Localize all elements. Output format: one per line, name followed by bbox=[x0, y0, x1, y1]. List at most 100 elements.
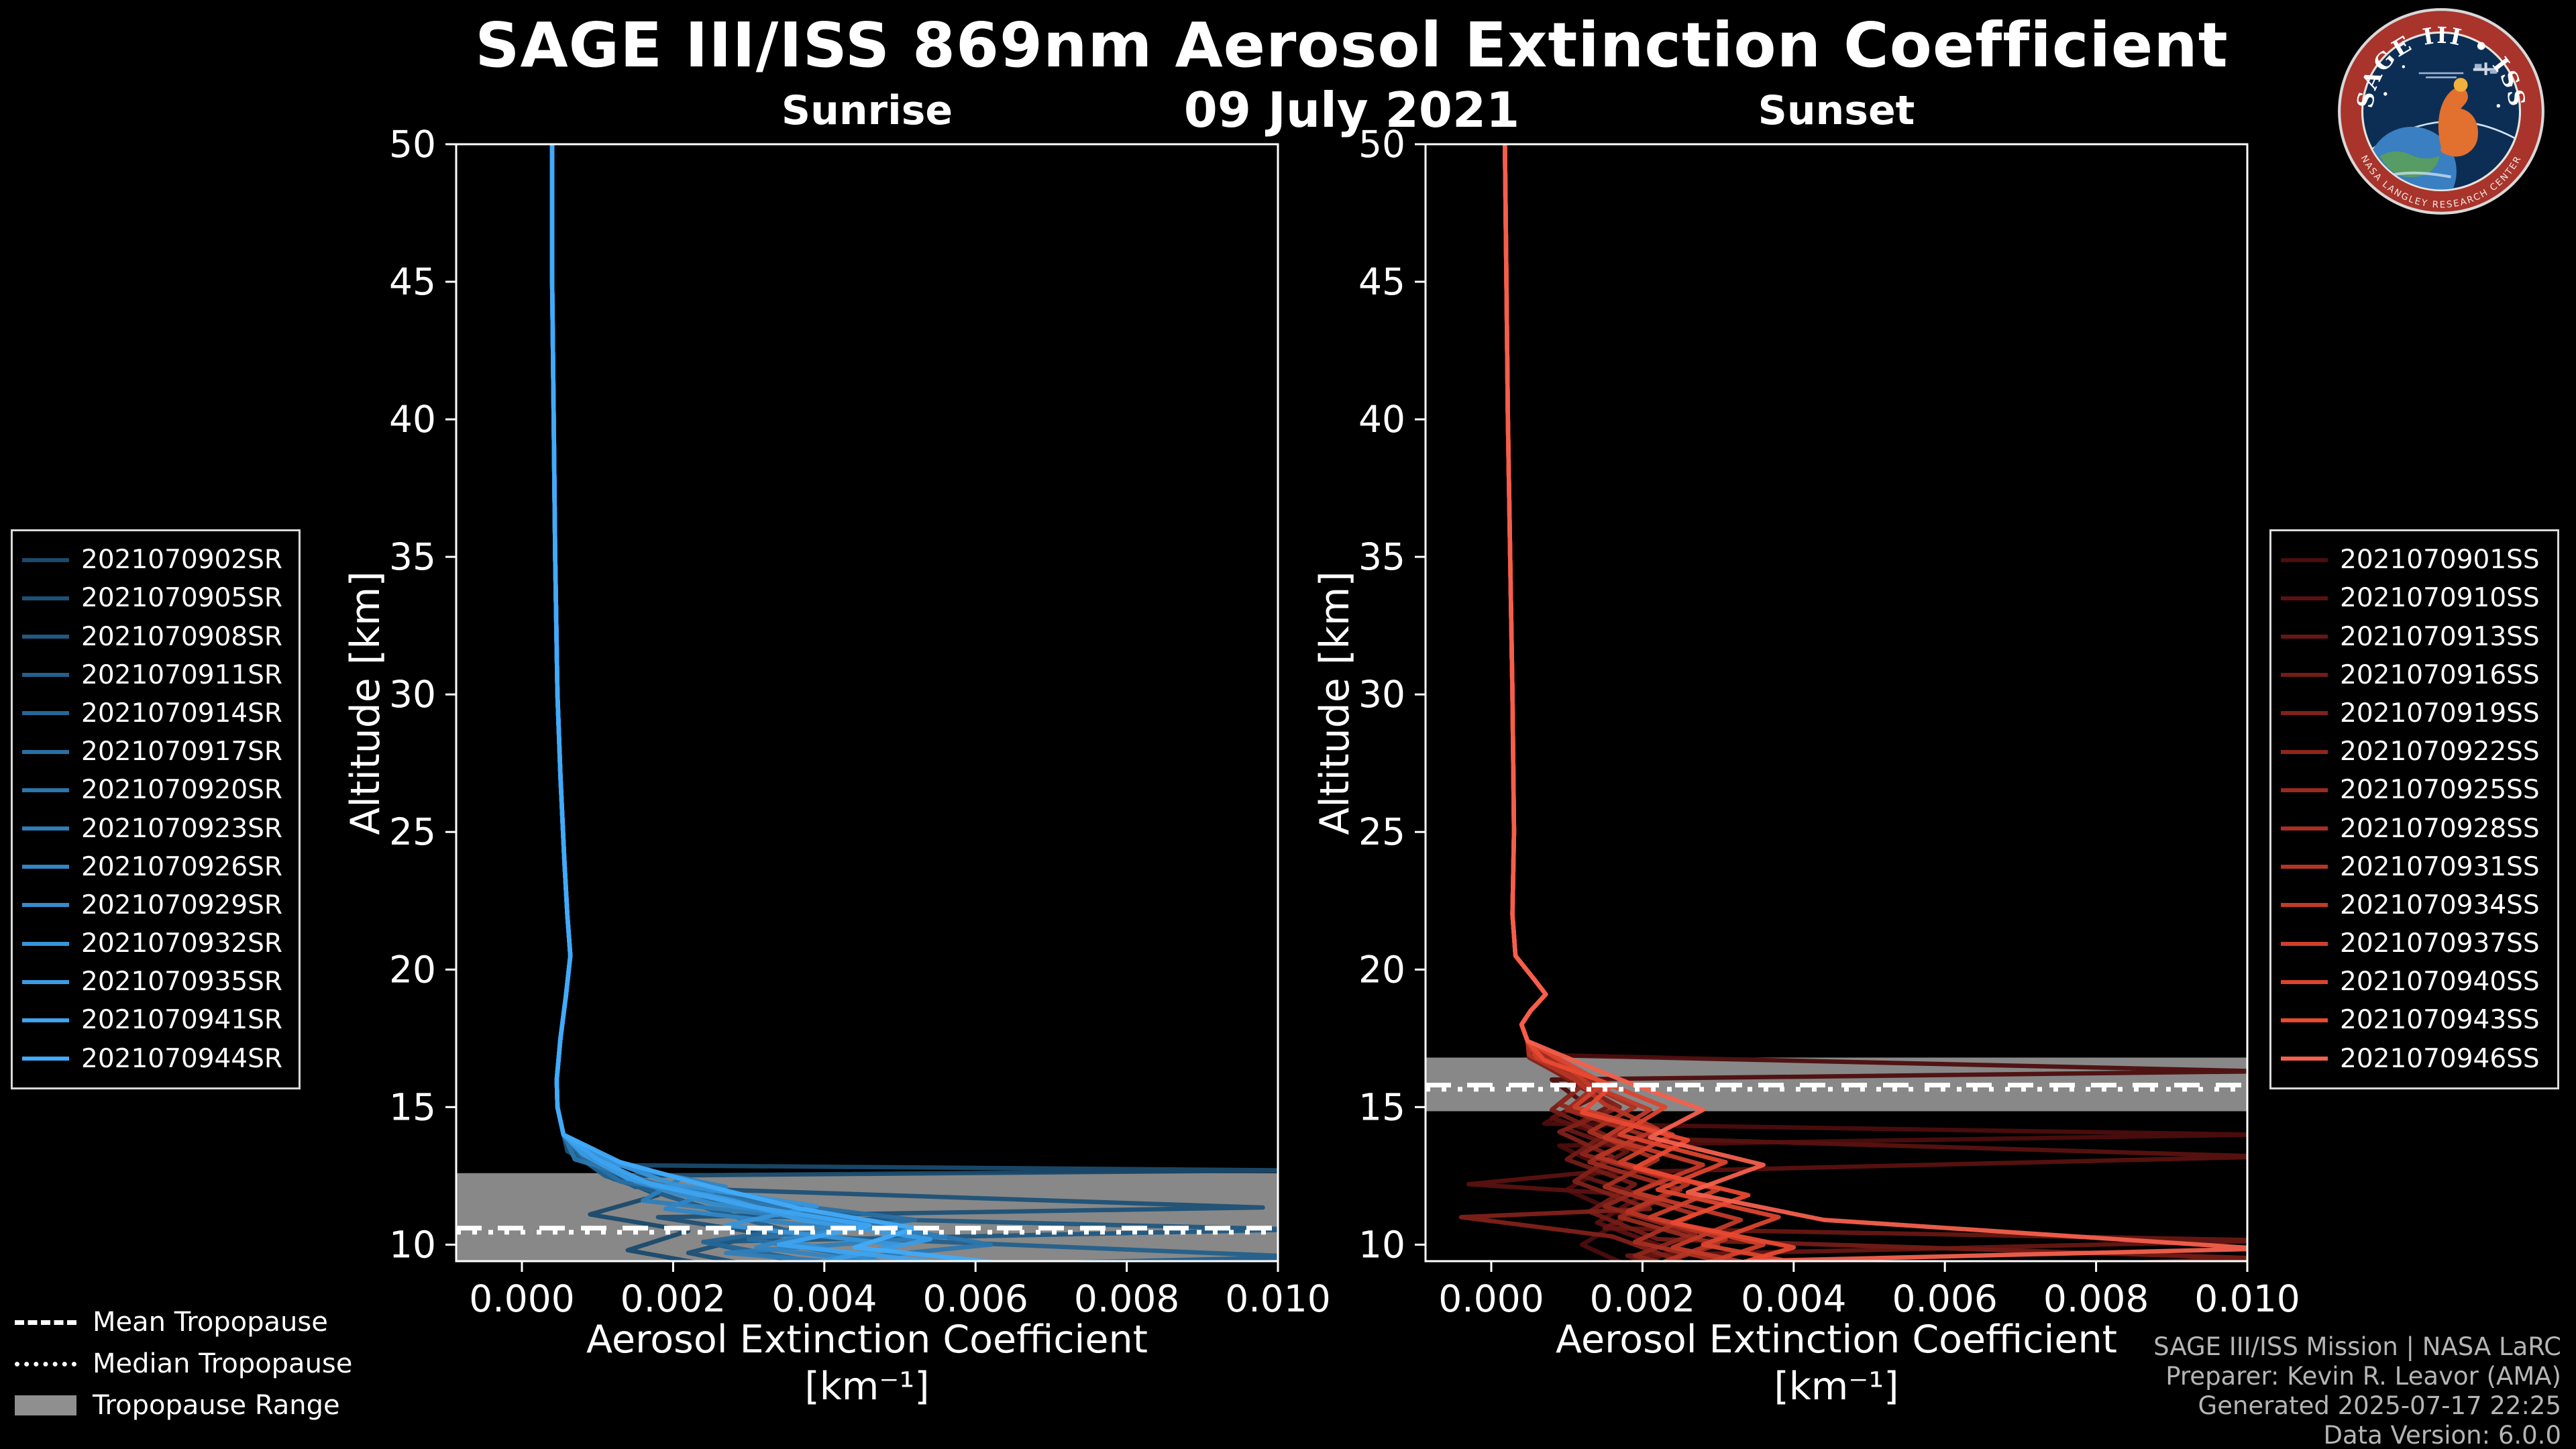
legend-label: 2021070926SR bbox=[81, 851, 282, 882]
logo-microtext-line bbox=[2418, 72, 2464, 74]
legend-swatch bbox=[2281, 673, 2328, 678]
y-tick-label: 10 bbox=[1358, 1223, 1405, 1266]
legend-swatch bbox=[22, 979, 69, 984]
x-tick-label: 0.006 bbox=[1892, 1277, 1997, 1320]
legend-label: 2021070925SS bbox=[2340, 775, 2540, 806]
legend-label: 2021070917SR bbox=[81, 737, 282, 767]
legend-item: 2021070917SR bbox=[22, 737, 289, 767]
legend-item: 2021070914SR bbox=[22, 698, 289, 729]
sunrise-x-axis-label: Aerosol Extinction Coefficient [km⁻¹] bbox=[456, 1316, 1278, 1410]
legend-swatch bbox=[22, 903, 69, 908]
legend-label: 2021070911SR bbox=[81, 659, 282, 690]
y-tick-label: 30 bbox=[389, 673, 436, 716]
x-tick-label: 0.008 bbox=[1074, 1277, 1179, 1320]
legend-label: 2021070922SS bbox=[2340, 737, 2540, 767]
legend-swatch bbox=[2281, 1018, 2328, 1022]
legend-label: 2021070908SR bbox=[81, 621, 282, 652]
y-tick-label: 40 bbox=[1358, 398, 1405, 441]
legend-item: 2021070919SS bbox=[2281, 698, 2548, 729]
y-tick-label: 10 bbox=[389, 1223, 436, 1266]
sage-iii-iss-logo: SAGE III • ISS NASA LANGLEY RESEARCH CEN… bbox=[2338, 8, 2544, 215]
legend-label: 2021070946SS bbox=[2340, 1043, 2540, 1074]
legend-item: 2021070931SS bbox=[2281, 852, 2548, 882]
legend-item: 2021070935SR bbox=[22, 967, 289, 997]
sunrise-plot-area bbox=[456, 144, 1278, 1261]
legend-swatch bbox=[22, 635, 69, 639]
legend-item: 2021070929SR bbox=[22, 890, 289, 920]
star-icon bbox=[2496, 103, 2500, 108]
y-tick-label: 25 bbox=[1358, 810, 1405, 853]
legend-swatch bbox=[2281, 711, 2328, 716]
x-axis-label-text: Aerosol Extinction Coefficient bbox=[1556, 1318, 2117, 1362]
logo-microtext-line bbox=[2426, 76, 2457, 78]
legend-label: 2021070940SS bbox=[2340, 967, 2540, 998]
robed-figure bbox=[2438, 87, 2478, 157]
legend-item: 2021070920SR bbox=[22, 775, 289, 805]
legend-swatch bbox=[22, 596, 69, 600]
legend-swatch bbox=[22, 557, 69, 562]
legend-label: 2021070929SR bbox=[81, 890, 282, 920]
legend-item: 2021070913SS bbox=[2281, 622, 2548, 652]
legend-label: 2021070914SR bbox=[81, 698, 282, 729]
sunrise-plot-border bbox=[455, 143, 1279, 1263]
y-tick-label: 45 bbox=[389, 260, 436, 303]
median-tropopause-legend-item: Median Tropopause bbox=[15, 1348, 352, 1379]
y-tick-label: 20 bbox=[389, 948, 436, 991]
legend-swatch bbox=[2281, 979, 2328, 984]
legend-item: 2021070916SS bbox=[2281, 660, 2548, 690]
sunset-legend: 2021070901SS 2021070910SS 2021070913SS 2021… bbox=[2269, 529, 2559, 1089]
legend-label: 2021070932SR bbox=[81, 928, 282, 959]
y-tick-label: 35 bbox=[389, 535, 436, 578]
legend-item: 2021070901SS bbox=[2281, 545, 2548, 575]
legend-swatch bbox=[22, 1018, 69, 1022]
x-tick-label: 0.002 bbox=[621, 1277, 726, 1320]
legend-swatch bbox=[2281, 749, 2328, 754]
legend-item: 2021070944SR bbox=[22, 1044, 289, 1074]
dashed-line-swatch bbox=[15, 1320, 76, 1325]
legend-swatch bbox=[22, 941, 69, 946]
x-axis-units: [km⁻¹] bbox=[1774, 1364, 1899, 1409]
legend-label: 2021070937SS bbox=[2340, 928, 2540, 959]
iss-solar-panel bbox=[2474, 64, 2482, 68]
legend-swatch bbox=[2281, 865, 2328, 869]
x-tick-label: 0.008 bbox=[2043, 1277, 2149, 1320]
legend-item: 2021070902SR bbox=[22, 545, 289, 575]
credits-data-version: Data Version: 6.0.0 bbox=[2323, 1421, 2561, 1449]
legend-item: 2021070932SR bbox=[22, 928, 289, 959]
sunset-plot-area bbox=[1426, 144, 2247, 1261]
x-tick-label: 0.000 bbox=[1438, 1277, 1544, 1320]
legend-label: 2021070934SS bbox=[2340, 890, 2540, 920]
band-swatch bbox=[15, 1395, 76, 1415]
legend-swatch bbox=[2281, 596, 2328, 600]
sunset-x-axis-label: Aerosol Extinction Coefficient [km⁻¹] bbox=[1426, 1316, 2247, 1410]
x-tick-label: 0.002 bbox=[1590, 1277, 1695, 1320]
legend-swatch bbox=[22, 788, 69, 792]
legend-swatch bbox=[2281, 788, 2328, 792]
y-tick-label: 15 bbox=[1358, 1085, 1405, 1128]
legend-label: 2021070920SR bbox=[81, 775, 282, 806]
earth-landmass bbox=[2379, 151, 2440, 178]
sunset-plot-border bbox=[1424, 143, 2249, 1263]
legend-swatch bbox=[2281, 826, 2328, 830]
date-subtitle: 09 July 2021 bbox=[1183, 82, 1520, 138]
y-tick-label: 20 bbox=[1358, 948, 1405, 991]
x-tick-label: 0.004 bbox=[1741, 1277, 1846, 1320]
legend-label: 2021070923SR bbox=[81, 813, 282, 844]
y-tick-label: 50 bbox=[1358, 123, 1405, 166]
profile-line bbox=[1503, 144, 2247, 1261]
legend-label: 2021070931SS bbox=[2340, 851, 2540, 882]
legend-label: 2021070901SS bbox=[2340, 545, 2540, 576]
legend-label: 2021070941SR bbox=[81, 1005, 282, 1036]
y-tick-label: 45 bbox=[1358, 260, 1405, 303]
legend-item: 2021070926SR bbox=[22, 852, 289, 882]
credits-mission: SAGE III/ISS Mission | NASA LaRC bbox=[2153, 1332, 2561, 1361]
sunset-panel-title: Sunset bbox=[1758, 87, 1915, 134]
legend-item: 2021070940SS bbox=[2281, 967, 2548, 997]
y-tick-label: 50 bbox=[389, 123, 436, 166]
x-tick-label: 0.010 bbox=[1225, 1277, 1330, 1320]
mean-tropopause-label: Mean Tropopause bbox=[93, 1307, 328, 1338]
legend-item: 2021070937SS bbox=[2281, 928, 2548, 959]
legend-item: 2021070934SS bbox=[2281, 890, 2548, 920]
legend-swatch bbox=[22, 865, 69, 869]
sunrise-panel-title: Sunrise bbox=[781, 87, 953, 134]
